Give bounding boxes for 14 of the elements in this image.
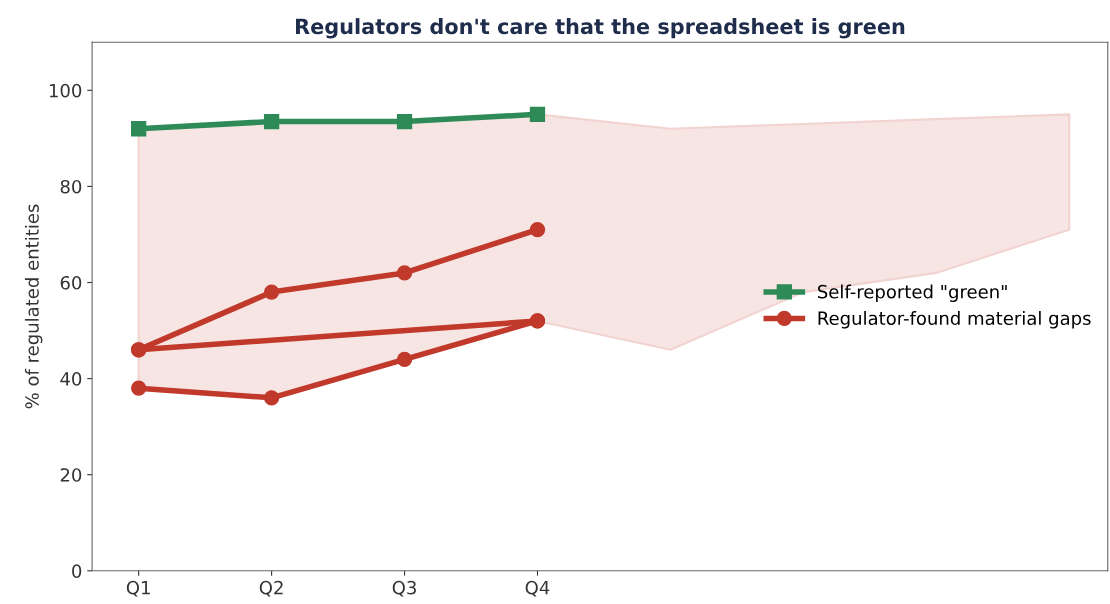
x-tick-label: Q3 [392, 580, 416, 597]
y-tick-label: 0 [72, 564, 82, 578]
y-tick-label: 60 [60, 275, 82, 290]
y-tick-label: 20 [60, 468, 82, 482]
x-tick-label: Q4 [525, 580, 550, 597]
x-tick-label: Q1 [126, 580, 150, 597]
y-tick-label: 40 [60, 372, 82, 386]
y-tick-label: 80 [60, 179, 82, 194]
y-axis-title: % of regulated entities [24, 204, 43, 409]
x-tick-label: Q2 [259, 580, 283, 597]
chart-title: Regulators don't care that the spreadsheet is green [296, 18, 905, 39]
legend-label: Regulator-found material gaps [818, 311, 1091, 329]
y-tick-label: 100 [49, 83, 82, 98]
legend-label: Self-reported "green" [818, 284, 1007, 303]
